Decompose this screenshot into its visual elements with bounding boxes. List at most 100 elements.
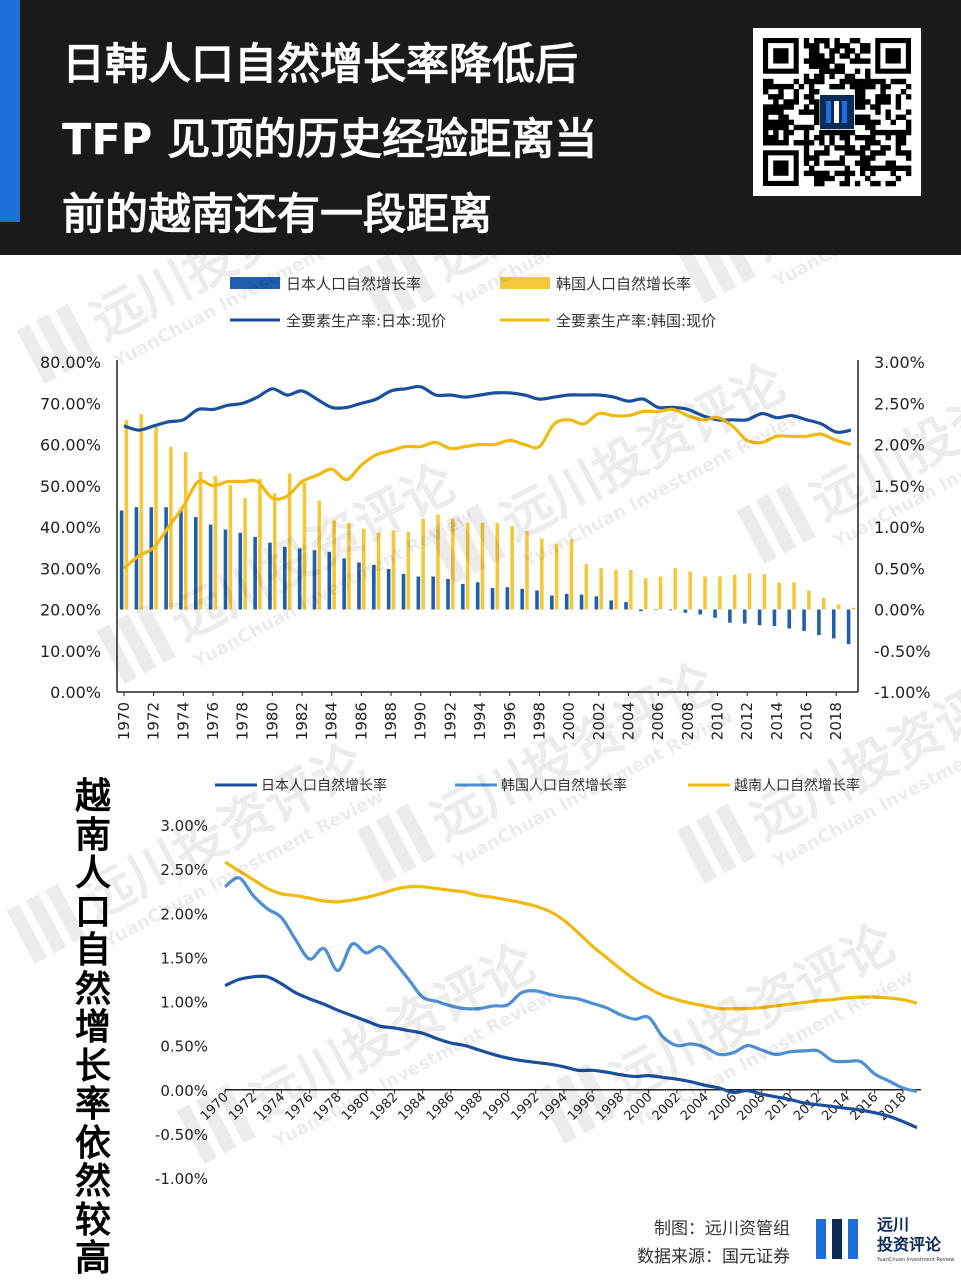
y-right-tick-label: 1.00% <box>874 518 925 537</box>
bar-japan-2015 <box>787 609 792 629</box>
bar-korea-2012 <box>747 573 752 610</box>
bar-korea-1995 <box>495 522 500 610</box>
bar-korea-1979 <box>258 479 262 610</box>
qr-code <box>753 28 921 196</box>
x-tick-label: 2008 <box>679 702 697 740</box>
x-tick-label: 2004 <box>619 702 637 740</box>
bar-japan-1990 <box>416 576 421 610</box>
bar-korea-1983 <box>317 500 322 610</box>
y-left-tick-label: 0.00% <box>50 683 101 702</box>
bar-japan-2001 <box>579 594 584 610</box>
bar-japan-1992 <box>446 578 450 610</box>
bar-korea-2014 <box>777 582 782 610</box>
bar-korea-2001 <box>584 564 589 610</box>
qr-modules <box>763 38 912 187</box>
bar-korea-2011 <box>732 574 737 610</box>
bar-japan-1983 <box>312 550 317 610</box>
bar-japan-1970 <box>119 510 124 610</box>
brand-logo-icon <box>816 1219 858 1259</box>
bar-japan-2000 <box>564 593 569 610</box>
bar-korea-1974 <box>183 451 188 610</box>
bar-japan-2012 <box>742 609 747 624</box>
bar-korea-1988 <box>391 530 396 610</box>
bar-korea-2007 <box>673 568 678 610</box>
bar-japan-1980 <box>268 542 272 610</box>
legend-label-2: 韩国人口自然增长率 <box>556 275 691 293</box>
bar-korea-1973 <box>169 446 173 610</box>
bar-korea-2006 <box>658 576 663 610</box>
bar-japan-2008 <box>683 609 688 613</box>
x-tick-label: 2006 <box>706 1090 740 1124</box>
bar-korea-2018 <box>836 604 841 610</box>
bar-japan-2006 <box>653 609 658 610</box>
y-tick-label: 0.00% <box>160 1082 208 1100</box>
x-tick-label: 2006 <box>649 702 667 740</box>
bar-japan-1989 <box>401 574 406 610</box>
side-title: 越南人口自然增长率依然较高 <box>74 776 111 1279</box>
y-right-tick-label: -1.00% <box>874 683 931 702</box>
bar-korea-2017 <box>821 597 826 610</box>
x-tick-label: 1992 <box>509 1090 543 1124</box>
legend-label-1: 日本人口自然增长率 <box>286 275 421 293</box>
bar-korea-1981 <box>287 473 292 610</box>
y-right-tick-label: 1.50% <box>874 477 925 496</box>
title-line-3: 前的越南还有一段距离 <box>62 190 492 240</box>
y-tick-label: 2.00% <box>160 905 208 923</box>
bar-korea-2009 <box>703 576 707 610</box>
bar-korea-1999 <box>554 543 559 610</box>
x-tick-label: 1978 <box>234 702 252 740</box>
bar-korea-1986 <box>361 528 366 610</box>
y-right-tick-label: 2.00% <box>874 436 925 455</box>
x-tick-label: 1972 <box>226 1090 260 1124</box>
chart-population-growth: 日本人口自然增长率 韩国人口自然增长率 越南人口自然增长率 3.00% 2.50% 2.0… <box>155 777 921 1188</box>
x-tick-label: 1998 <box>530 702 548 740</box>
bar-korea-1970 <box>124 419 129 610</box>
bar-japan-2010 <box>713 609 717 618</box>
x-tick-label: 1982 <box>367 1090 401 1124</box>
bar-japan-1979 <box>253 536 257 610</box>
x-tick-label: 2010 <box>708 702 726 740</box>
credit-data-source: 数据来源：国元证券 <box>637 1247 790 1267</box>
y-tick-label: 0.50% <box>160 1038 208 1056</box>
logo-text-line-1: 远川 <box>877 1215 910 1234</box>
footer-credits: 制图：远川资管组 数据来源：国元证券 <box>560 1215 790 1271</box>
bar-japan-2014 <box>772 609 777 626</box>
bar-japan-2019 <box>846 609 851 645</box>
bar-korea-2000 <box>569 539 574 610</box>
bar-korea-1998 <box>540 538 544 610</box>
legend-label-4: 全要素生产率:韩国:现价 <box>556 312 716 330</box>
y-left-tick-label: 80.00% <box>40 353 101 372</box>
bar-japan-1998 <box>535 590 539 610</box>
x-tick-label: 1982 <box>293 702 311 740</box>
bar-japan-1995 <box>490 588 495 610</box>
x-tick-label: 2014 <box>768 702 786 740</box>
legend2-label-3: 越南人口自然增长率 <box>734 777 860 794</box>
bar-korea-2016 <box>807 590 811 610</box>
bar-korea-1976 <box>213 475 218 610</box>
y-right-tick-label: 0.50% <box>874 559 925 578</box>
x-tick-label: 1990 <box>480 1090 514 1124</box>
bar-japan-2017 <box>817 609 821 636</box>
bar-japan-1993 <box>461 583 465 610</box>
bar-korea-1994 <box>480 522 485 610</box>
x-tick-label: 1986 <box>352 702 370 740</box>
bar-japan-1996 <box>505 587 510 610</box>
bar-korea-1997 <box>525 531 529 610</box>
x-tick-label: 1998 <box>593 1090 627 1124</box>
bar-korea-1982 <box>302 482 307 610</box>
page-title: 日韩人口自然增长率降低后 TFP 见顶的历史经验距离当 前的越南还有一段距离 <box>62 28 702 253</box>
bar-korea-1984 <box>332 520 336 610</box>
y-left-tick-label: 30.00% <box>40 559 101 578</box>
bar-korea-1996 <box>510 526 514 610</box>
y-right-tick-label: 0.00% <box>874 601 925 620</box>
bar-japan-2004 <box>624 602 628 610</box>
bar-japan-1994 <box>475 582 480 610</box>
bar-korea-2019 <box>851 607 856 610</box>
title-line-2: TFP 见顶的历史经验距离当 <box>62 115 598 165</box>
bar-japan-2009 <box>698 609 703 615</box>
legend-swatch-2 <box>500 277 550 289</box>
bar-japan-2005 <box>639 609 643 612</box>
x-tick-label: 1996 <box>565 1090 599 1124</box>
bar-japan-1986 <box>357 562 361 610</box>
